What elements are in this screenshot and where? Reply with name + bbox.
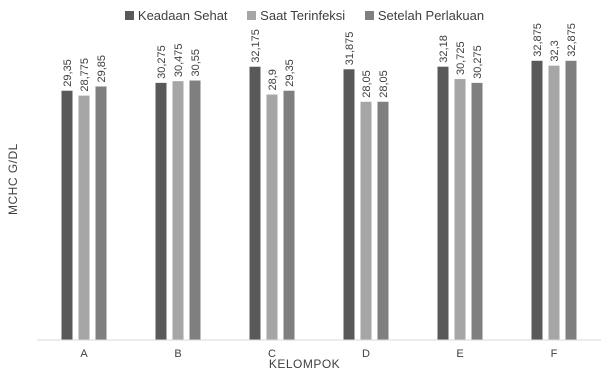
- data-label: 32,175: [250, 29, 262, 63]
- bar: [61, 90, 73, 340]
- bar: [565, 60, 577, 341]
- data-label: 30,275: [156, 45, 168, 79]
- data-label: 28,775: [79, 58, 91, 92]
- bar: [266, 94, 278, 340]
- legend-item-setelah-perlakuan: Setelah Perlakuan: [364, 8, 485, 23]
- bar: [78, 95, 90, 340]
- data-label: 32,18: [438, 35, 450, 63]
- legend-swatch: [247, 11, 257, 20]
- y-axis-title: MCHC G/DL: [6, 143, 20, 215]
- data-label: 32,875: [532, 23, 544, 57]
- bar: [531, 60, 543, 341]
- data-label: 30,55: [190, 49, 202, 77]
- data-label: 30,475: [173, 44, 185, 78]
- legend-label: Keadaan Sehat: [137, 8, 228, 23]
- legend-item-keadaan-sehat: Keadaan Sehat: [124, 8, 228, 23]
- bar: [454, 79, 466, 340]
- bar: [283, 90, 295, 340]
- x-tick-label: E: [456, 348, 463, 360]
- legend: Keadaan Sehat Saat Terinfeksi Setelah Pe…: [0, 8, 609, 23]
- x-tick-label: F: [551, 348, 558, 360]
- bar: [343, 69, 355, 340]
- bar: [360, 101, 372, 340]
- data-label: 30,275: [472, 45, 484, 79]
- bar: [471, 82, 483, 340]
- bar: [249, 66, 261, 340]
- x-tick-label: B: [174, 348, 181, 360]
- bar: [437, 66, 449, 340]
- data-label: 28,05: [361, 70, 373, 98]
- data-label: 28,9: [267, 69, 279, 90]
- x-tick-label: C: [268, 348, 276, 360]
- data-label: 29,85: [96, 55, 108, 83]
- x-axis-title: KELOMPOK: [268, 357, 341, 371]
- bar: [172, 81, 184, 340]
- data-label: 32,875: [566, 23, 578, 57]
- bar: [155, 82, 167, 340]
- data-label: 31,875: [344, 32, 356, 66]
- legend-label: Setelah Perlakuan: [377, 8, 485, 23]
- x-tick-label: A: [80, 348, 88, 360]
- legend-swatch: [364, 11, 374, 20]
- data-label: 29,35: [284, 59, 296, 87]
- bar: [189, 80, 201, 341]
- bar: [377, 101, 389, 340]
- bar: [548, 65, 560, 340]
- x-tick-label: D: [362, 348, 370, 360]
- legend-label: Saat Terinfeksi: [260, 8, 346, 23]
- data-label: 28,05: [378, 70, 390, 98]
- data-label: 32,3: [549, 40, 561, 61]
- legend-item-saat-terinfeksi: Saat Terinfeksi: [247, 8, 345, 23]
- data-label: 29,35: [62, 59, 74, 87]
- bar: [95, 86, 107, 340]
- legend-swatch: [124, 11, 134, 20]
- data-label: 30,725: [455, 41, 467, 75]
